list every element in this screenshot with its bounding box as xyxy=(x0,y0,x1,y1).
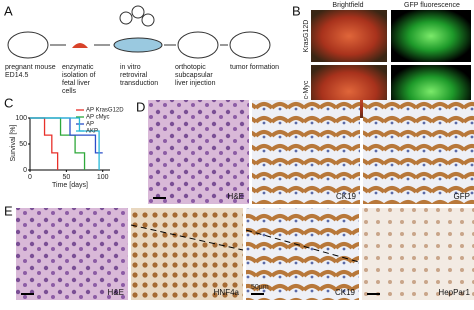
stain-label: CK19 xyxy=(335,288,356,297)
step-label: liver injection xyxy=(175,80,216,87)
step-label: orthotopic xyxy=(175,64,206,71)
x-axis-label: Time [days] xyxy=(52,182,88,189)
gfp-image xyxy=(391,10,471,62)
histology-image xyxy=(148,100,249,204)
legend-label: AP KrasG12D xyxy=(86,108,124,114)
histology-image xyxy=(252,100,360,204)
step-label: cells xyxy=(62,88,77,95)
scale-label: 50µm xyxy=(251,284,269,291)
panel-d: D H&E CK19 GFP xyxy=(136,99,474,204)
mouse-icon xyxy=(177,31,219,59)
panel-label: B xyxy=(292,3,301,18)
histology-image xyxy=(362,208,474,300)
mouse-icon xyxy=(229,31,271,59)
panel-c: C Survival [%] Time [days] 0 50 100 0 50 100 A… xyxy=(4,95,124,188)
boundary-line xyxy=(130,224,360,263)
column-label: GFP fluorescence xyxy=(404,2,460,9)
panel-e: E H&E HNF4a CK19 HepPar1 50µm xyxy=(4,203,474,300)
y-tick-label: 50 xyxy=(19,141,27,148)
legend-label: AP cMyc xyxy=(86,115,110,121)
legend-label: AKP xyxy=(86,129,98,135)
step-label: isolation of xyxy=(62,72,96,79)
dish-icon xyxy=(113,37,163,53)
histology-image xyxy=(131,208,243,300)
step-label: enzymatic xyxy=(62,64,94,71)
stain-label: GFP xyxy=(454,192,470,201)
virus-icon xyxy=(131,5,145,19)
stain-label: H&E xyxy=(228,192,244,201)
legend-label: AP xyxy=(86,122,94,128)
stain-label: HepPar1 xyxy=(438,288,470,297)
row-label: KrasG12D xyxy=(303,20,310,53)
histology-image xyxy=(16,208,128,300)
x-tick-label: 50 xyxy=(62,174,70,181)
y-tick-label: 0 xyxy=(23,167,27,174)
virus-icon xyxy=(141,13,155,27)
step-label: retroviral xyxy=(120,72,148,79)
survival-curve xyxy=(30,117,59,170)
stain-label: H&E xyxy=(108,288,124,297)
column-label: Brightfield xyxy=(332,2,363,9)
virus-icon xyxy=(119,11,133,25)
histology-image xyxy=(363,100,474,204)
stain-label: CK19 xyxy=(336,192,357,201)
step-label: subcapsular xyxy=(175,72,213,79)
histology-image xyxy=(246,208,359,300)
panel-label: A xyxy=(4,3,13,18)
x-tick-label: 100 xyxy=(97,174,109,181)
step-label: fetal liver xyxy=(62,80,91,87)
panel-label: D xyxy=(136,99,145,114)
panel-label: C xyxy=(4,95,13,110)
brightfield-image xyxy=(311,10,387,62)
mouse-icon xyxy=(7,31,49,59)
step-label: transduction xyxy=(120,80,158,87)
stain-label: HNF4a xyxy=(214,288,240,297)
panel-label: E xyxy=(4,203,13,218)
step-label: in vitro xyxy=(120,64,141,71)
y-tick-label: 100 xyxy=(15,115,27,122)
step-label: tumor formation xyxy=(230,64,279,71)
liver-icon xyxy=(72,43,88,48)
step-label: pregnant mouse xyxy=(5,64,56,71)
x-tick-label: 0 xyxy=(28,174,32,181)
step-label: ED14.5 xyxy=(5,72,28,79)
y-axis-label: Survival [%] xyxy=(10,124,17,161)
row-label: c-Myc xyxy=(303,80,310,99)
